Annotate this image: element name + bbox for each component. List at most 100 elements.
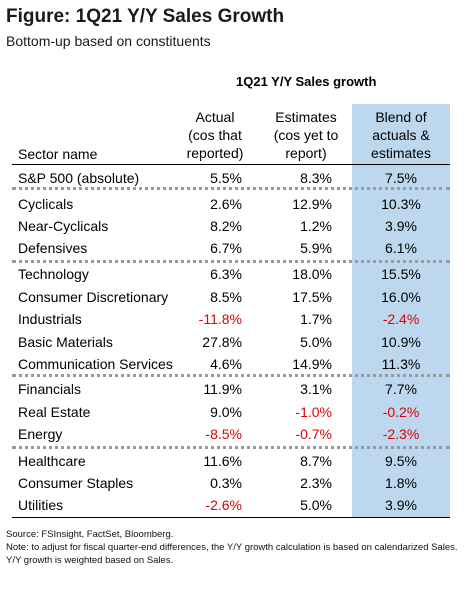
- sector-name-cell: Real Estate: [18, 404, 91, 420]
- table-row: Utilities -2.6% 5.0% 3.9%: [0, 494, 473, 516]
- estimates-cell: 2.3%: [300, 475, 332, 491]
- estimates-cell: 14.9%: [292, 356, 332, 372]
- blend-cell: 11.3%: [381, 356, 421, 372]
- table-row: Financials 11.9% 3.1% 7.7%: [0, 378, 473, 400]
- estimates-cell: 1.7%: [300, 311, 332, 327]
- table-row: Industrials -11.8% 1.7% -2.4%: [0, 308, 473, 330]
- actual-cell: 9.0%: [210, 404, 242, 420]
- actual-cell: 4.6%: [210, 356, 242, 372]
- table-bottom-rule: [12, 517, 450, 518]
- sector-name-cell: Financials: [18, 381, 82, 397]
- estimates-cell: 5.9%: [300, 240, 332, 256]
- sector-name-cell: Cyclicals: [18, 196, 74, 212]
- estimates-cell: 1.2%: [300, 218, 332, 234]
- header-estimates-line: report): [285, 145, 327, 161]
- header-estimates-line: Estimates: [275, 109, 337, 125]
- figure-subtitle: Bottom-up based on constituents: [6, 33, 211, 49]
- blend-cell: 9.5%: [385, 453, 417, 469]
- header-actual-line: Actual: [195, 109, 235, 125]
- sector-name-cell: Industrials: [18, 311, 82, 327]
- figure-title: Figure: 1Q21 Y/Y Sales Growth: [6, 6, 285, 27]
- table-row: S&P 500 (absolute) 5.5% 8.3% 7.5%: [0, 167, 473, 189]
- actual-cell: -2.6%: [205, 497, 242, 513]
- header-blend-line: Blend of: [375, 109, 427, 125]
- actual-cell: 2.6%: [210, 196, 242, 212]
- table-row: Near-Cyclicals 8.2% 1.2% 3.9%: [0, 215, 473, 237]
- actual-cell: 8.5%: [210, 289, 242, 305]
- blend-cell: 15.5%: [381, 266, 421, 282]
- actual-cell: 5.5%: [210, 170, 242, 186]
- sector-name-cell: Technology: [18, 266, 89, 282]
- blend-cell: 10.3%: [381, 196, 421, 212]
- table-row: Real Estate 9.0% -1.0% -0.2%: [0, 401, 473, 423]
- blend-cell: -0.2%: [382, 404, 420, 420]
- header-actual-line: (cos that: [188, 127, 242, 143]
- source-line: Source: FSInsight, FactSet, Bloomberg.: [6, 529, 174, 540]
- blend-cell: 3.9%: [385, 218, 417, 234]
- actual-cell: 27.8%: [202, 334, 242, 350]
- table-row: Communication Services 4.6% 14.9% 11.3%: [0, 353, 473, 375]
- header-blend: Blend of actuals & estimates: [352, 108, 450, 162]
- blend-cell: 10.9%: [381, 334, 421, 350]
- group-separator: [12, 260, 450, 263]
- group-separator: [12, 374, 450, 377]
- actual-cell: -8.5%: [205, 426, 242, 442]
- header-actual-line: reported): [186, 145, 244, 161]
- header-estimates: Estimates (cos yet to report): [266, 108, 346, 162]
- table-row: Defensives 6.7% 5.9% 6.1%: [0, 237, 473, 259]
- estimates-cell: 5.0%: [300, 334, 332, 350]
- header-blend-line: actuals &: [372, 127, 430, 143]
- sector-name-cell: Healthcare: [18, 453, 86, 469]
- estimates-cell: 8.7%: [300, 453, 332, 469]
- group-separator: [12, 446, 450, 449]
- blend-cell: 7.7%: [385, 381, 417, 397]
- header-actual: Actual (cos that reported): [178, 108, 252, 162]
- estimates-cell: 3.1%: [300, 381, 332, 397]
- sector-name-cell: Consumer Staples: [18, 475, 134, 491]
- table-row: Technology 6.3% 18.0% 15.5%: [0, 263, 473, 285]
- header-divider: [12, 164, 450, 165]
- group-separator: [12, 187, 450, 190]
- sector-name-cell: Utilities: [18, 497, 64, 513]
- column-group-title: 1Q21 Y/Y Sales growth: [236, 74, 377, 89]
- sector-name-cell: Energy: [18, 426, 63, 442]
- sector-name-cell: Consumer Discretionary: [18, 289, 169, 305]
- table-row: Energy -8.5% -0.7% -2.3%: [0, 423, 473, 445]
- sector-name-cell: Basic Materials: [18, 334, 113, 350]
- blend-cell: 6.1%: [385, 240, 417, 256]
- table-row: Basic Materials 27.8% 5.0% 10.9%: [0, 331, 473, 353]
- note-line: Note: to adjust for fiscal quarter-end d…: [6, 542, 458, 566]
- estimates-cell: 18.0%: [292, 266, 332, 282]
- estimates-cell: 8.3%: [300, 170, 332, 186]
- sector-name-cell: Near-Cyclicals: [18, 218, 109, 234]
- estimates-cell: 17.5%: [292, 289, 332, 305]
- blend-cell: -2.3%: [382, 426, 420, 442]
- actual-cell: 8.2%: [210, 218, 242, 234]
- header-estimates-line: (cos yet to: [273, 127, 339, 143]
- blend-cell: 7.5%: [385, 170, 417, 186]
- sector-name-cell: Communication Services: [18, 356, 173, 372]
- actual-cell: 0.3%: [210, 475, 242, 491]
- actual-cell: 6.7%: [210, 240, 242, 256]
- table-row: Consumer Discretionary 8.5% 17.5% 16.0%: [0, 286, 473, 308]
- actual-cell: 11.9%: [203, 381, 242, 397]
- estimates-cell: 5.0%: [300, 497, 332, 513]
- blend-cell: 3.9%: [385, 497, 417, 513]
- header-blend-line: estimates: [371, 145, 431, 161]
- sector-name-cell: S&P 500 (absolute): [18, 170, 140, 186]
- actual-cell: 6.3%: [210, 266, 242, 282]
- table-row: Consumer Staples 0.3% 2.3% 1.8%: [0, 472, 473, 494]
- table-row: Healthcare 11.6% 8.7% 9.5%: [0, 450, 473, 472]
- blend-cell: 1.8%: [385, 475, 417, 491]
- header-sector-name: Sector name: [18, 146, 98, 162]
- actual-cell: 11.6%: [203, 453, 242, 469]
- actual-cell: -11.8%: [198, 311, 242, 327]
- estimates-cell: 12.9%: [292, 196, 332, 212]
- blend-cell: 16.0%: [381, 289, 421, 305]
- estimates-cell: -0.7%: [295, 426, 332, 442]
- blend-cell: -2.4%: [382, 311, 420, 327]
- source-notes: Source: FSInsight, FactSet, Bloomberg. N…: [6, 528, 468, 567]
- table-row: Cyclicals 2.6% 12.9% 10.3%: [0, 193, 473, 215]
- sector-name-cell: Defensives: [18, 240, 88, 256]
- estimates-cell: -1.0%: [295, 404, 332, 420]
